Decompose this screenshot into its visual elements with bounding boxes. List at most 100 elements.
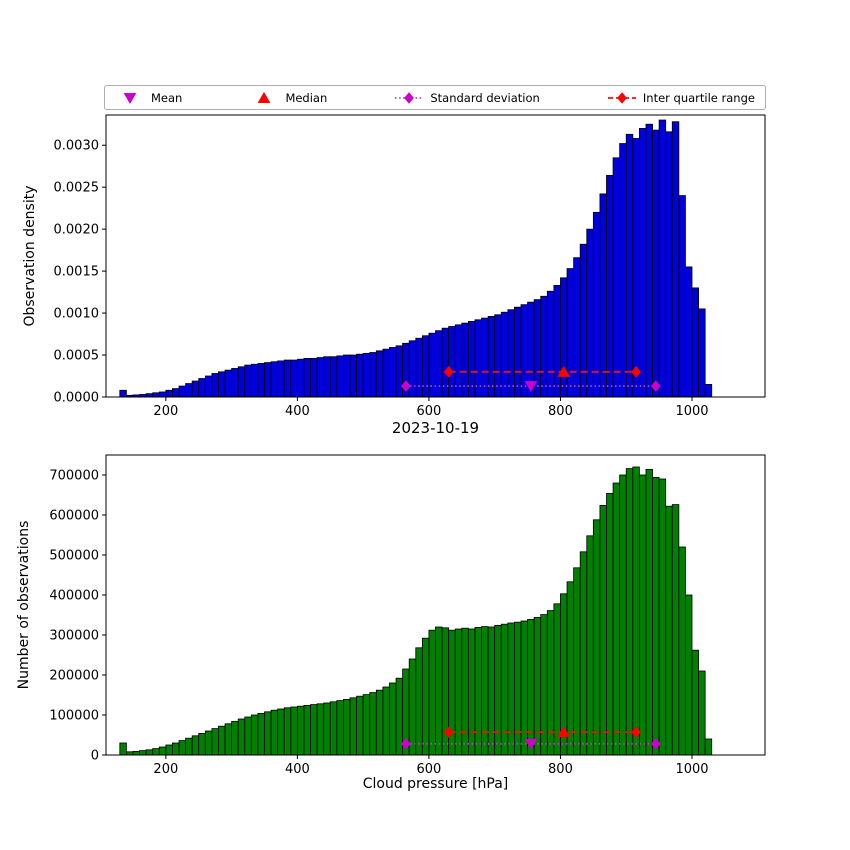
y-tick-label: 100000 xyxy=(49,709,99,724)
histogram-bar xyxy=(264,711,272,756)
histogram-bar xyxy=(632,138,640,398)
histogram-bar xyxy=(296,705,305,756)
histogram-bar xyxy=(671,121,680,398)
histogram-bar xyxy=(198,733,206,756)
histogram-bar xyxy=(619,474,627,756)
histogram-bar xyxy=(231,368,239,398)
histogram-bar xyxy=(185,737,193,756)
legend-marker xyxy=(404,91,415,104)
iqr-marker-icon xyxy=(607,91,636,104)
histogram-bar xyxy=(514,306,522,398)
histogram-bar xyxy=(494,625,502,756)
histogram-bar xyxy=(586,535,594,756)
histogram-bar xyxy=(638,474,647,756)
histogram-bar xyxy=(500,623,509,756)
mean-marker xyxy=(524,381,538,393)
legend-item-std: Standard deviation xyxy=(394,90,540,105)
histogram-bar xyxy=(270,361,279,398)
histogram-bar xyxy=(145,749,154,756)
histogram-bar xyxy=(487,626,496,756)
histogram-bar xyxy=(566,581,575,756)
histogram-bar xyxy=(178,385,186,398)
x-axis-label: Cloud pressure [hPa] xyxy=(362,776,509,792)
y-tick-label: 0.0015 xyxy=(54,265,100,280)
histogram-bar xyxy=(461,627,469,756)
histogram-bar xyxy=(566,268,575,398)
histogram-bar xyxy=(158,746,167,756)
x-tick-label: 200 xyxy=(153,762,178,777)
histogram-bar xyxy=(237,366,246,398)
histogram-bar xyxy=(389,347,397,398)
histogram-bar xyxy=(546,610,555,756)
histogram-bar xyxy=(638,128,647,398)
histogram-bar xyxy=(389,682,397,756)
y-tick-label: 600000 xyxy=(49,509,99,524)
histogram-bar xyxy=(698,670,706,756)
histogram-bar xyxy=(172,742,180,756)
x-tick-label: 600 xyxy=(417,404,442,419)
histogram-bar xyxy=(685,266,693,398)
histogram-bar xyxy=(625,468,634,756)
histogram-bar xyxy=(685,594,693,756)
histogram-bar xyxy=(665,131,673,398)
histogram-bar xyxy=(198,378,206,398)
histogram-bar xyxy=(237,718,246,756)
histogram-bar xyxy=(323,356,331,398)
histogram-bar xyxy=(619,143,627,398)
x-tick-label: 1000 xyxy=(675,404,708,419)
axes-spines xyxy=(105,114,766,398)
histogram-bar xyxy=(421,335,430,398)
histogram-bar xyxy=(481,317,489,398)
histogram-bar xyxy=(428,629,436,756)
histogram-bars xyxy=(119,119,713,398)
histogram-bar xyxy=(573,567,581,756)
histogram-bar xyxy=(290,706,298,756)
histogram-bar xyxy=(533,617,542,756)
histogram-bar xyxy=(375,689,384,756)
histogram-bar xyxy=(546,290,555,398)
median-marker-icon xyxy=(258,91,271,103)
histogram-bar xyxy=(553,284,561,398)
histogram-bar xyxy=(612,482,621,756)
x-tick-label: 400 xyxy=(285,762,310,777)
histogram-bar xyxy=(461,322,469,398)
histogram-bar xyxy=(579,551,588,756)
histogram-bar xyxy=(119,389,127,398)
legend-label-median: Median xyxy=(285,90,328,105)
histogram-bar xyxy=(428,332,436,398)
mean-marker-icon xyxy=(123,92,137,104)
histogram-bar xyxy=(211,728,219,756)
histogram-bar xyxy=(250,714,259,756)
histogram-bar xyxy=(329,356,338,398)
y-tick-label: 300000 xyxy=(49,629,99,644)
legend-item-median: Median xyxy=(249,91,327,105)
histogram-bar xyxy=(362,694,371,756)
histogram-bar xyxy=(671,504,680,756)
histogram-bar xyxy=(152,392,160,398)
histogram-bar xyxy=(507,622,515,756)
histogram-bar xyxy=(507,309,515,398)
counts-subplot: 200 400 600 800 1000 0 100000 200000 300000 40000… xyxy=(49,454,766,777)
x-tick-label: 600 xyxy=(417,762,442,777)
histogram-bar xyxy=(204,730,213,756)
y-tick-label: 500000 xyxy=(49,549,99,564)
y-tick-label: 0 xyxy=(91,749,99,764)
histogram-bar xyxy=(336,700,344,756)
std-dev-end-marker xyxy=(650,380,661,392)
histogram-bar xyxy=(652,129,660,398)
std-dev-end-marker xyxy=(650,738,661,750)
histogram-bar xyxy=(224,369,233,398)
histogram-bar xyxy=(691,287,699,398)
legend-label-mean: Mean xyxy=(151,90,183,105)
histogram-bar xyxy=(592,519,601,756)
histogram-bar xyxy=(211,373,219,398)
histogram-bar xyxy=(165,389,173,398)
histogram-bar xyxy=(408,658,417,756)
histogram-bar xyxy=(704,738,713,756)
histogram-bar xyxy=(369,692,377,756)
histogram-bar xyxy=(343,354,351,398)
histogram-bar xyxy=(204,375,213,398)
legend-label-std: Standard deviation xyxy=(430,90,540,105)
histogram-bar xyxy=(158,391,167,398)
histogram-bar xyxy=(606,175,614,398)
